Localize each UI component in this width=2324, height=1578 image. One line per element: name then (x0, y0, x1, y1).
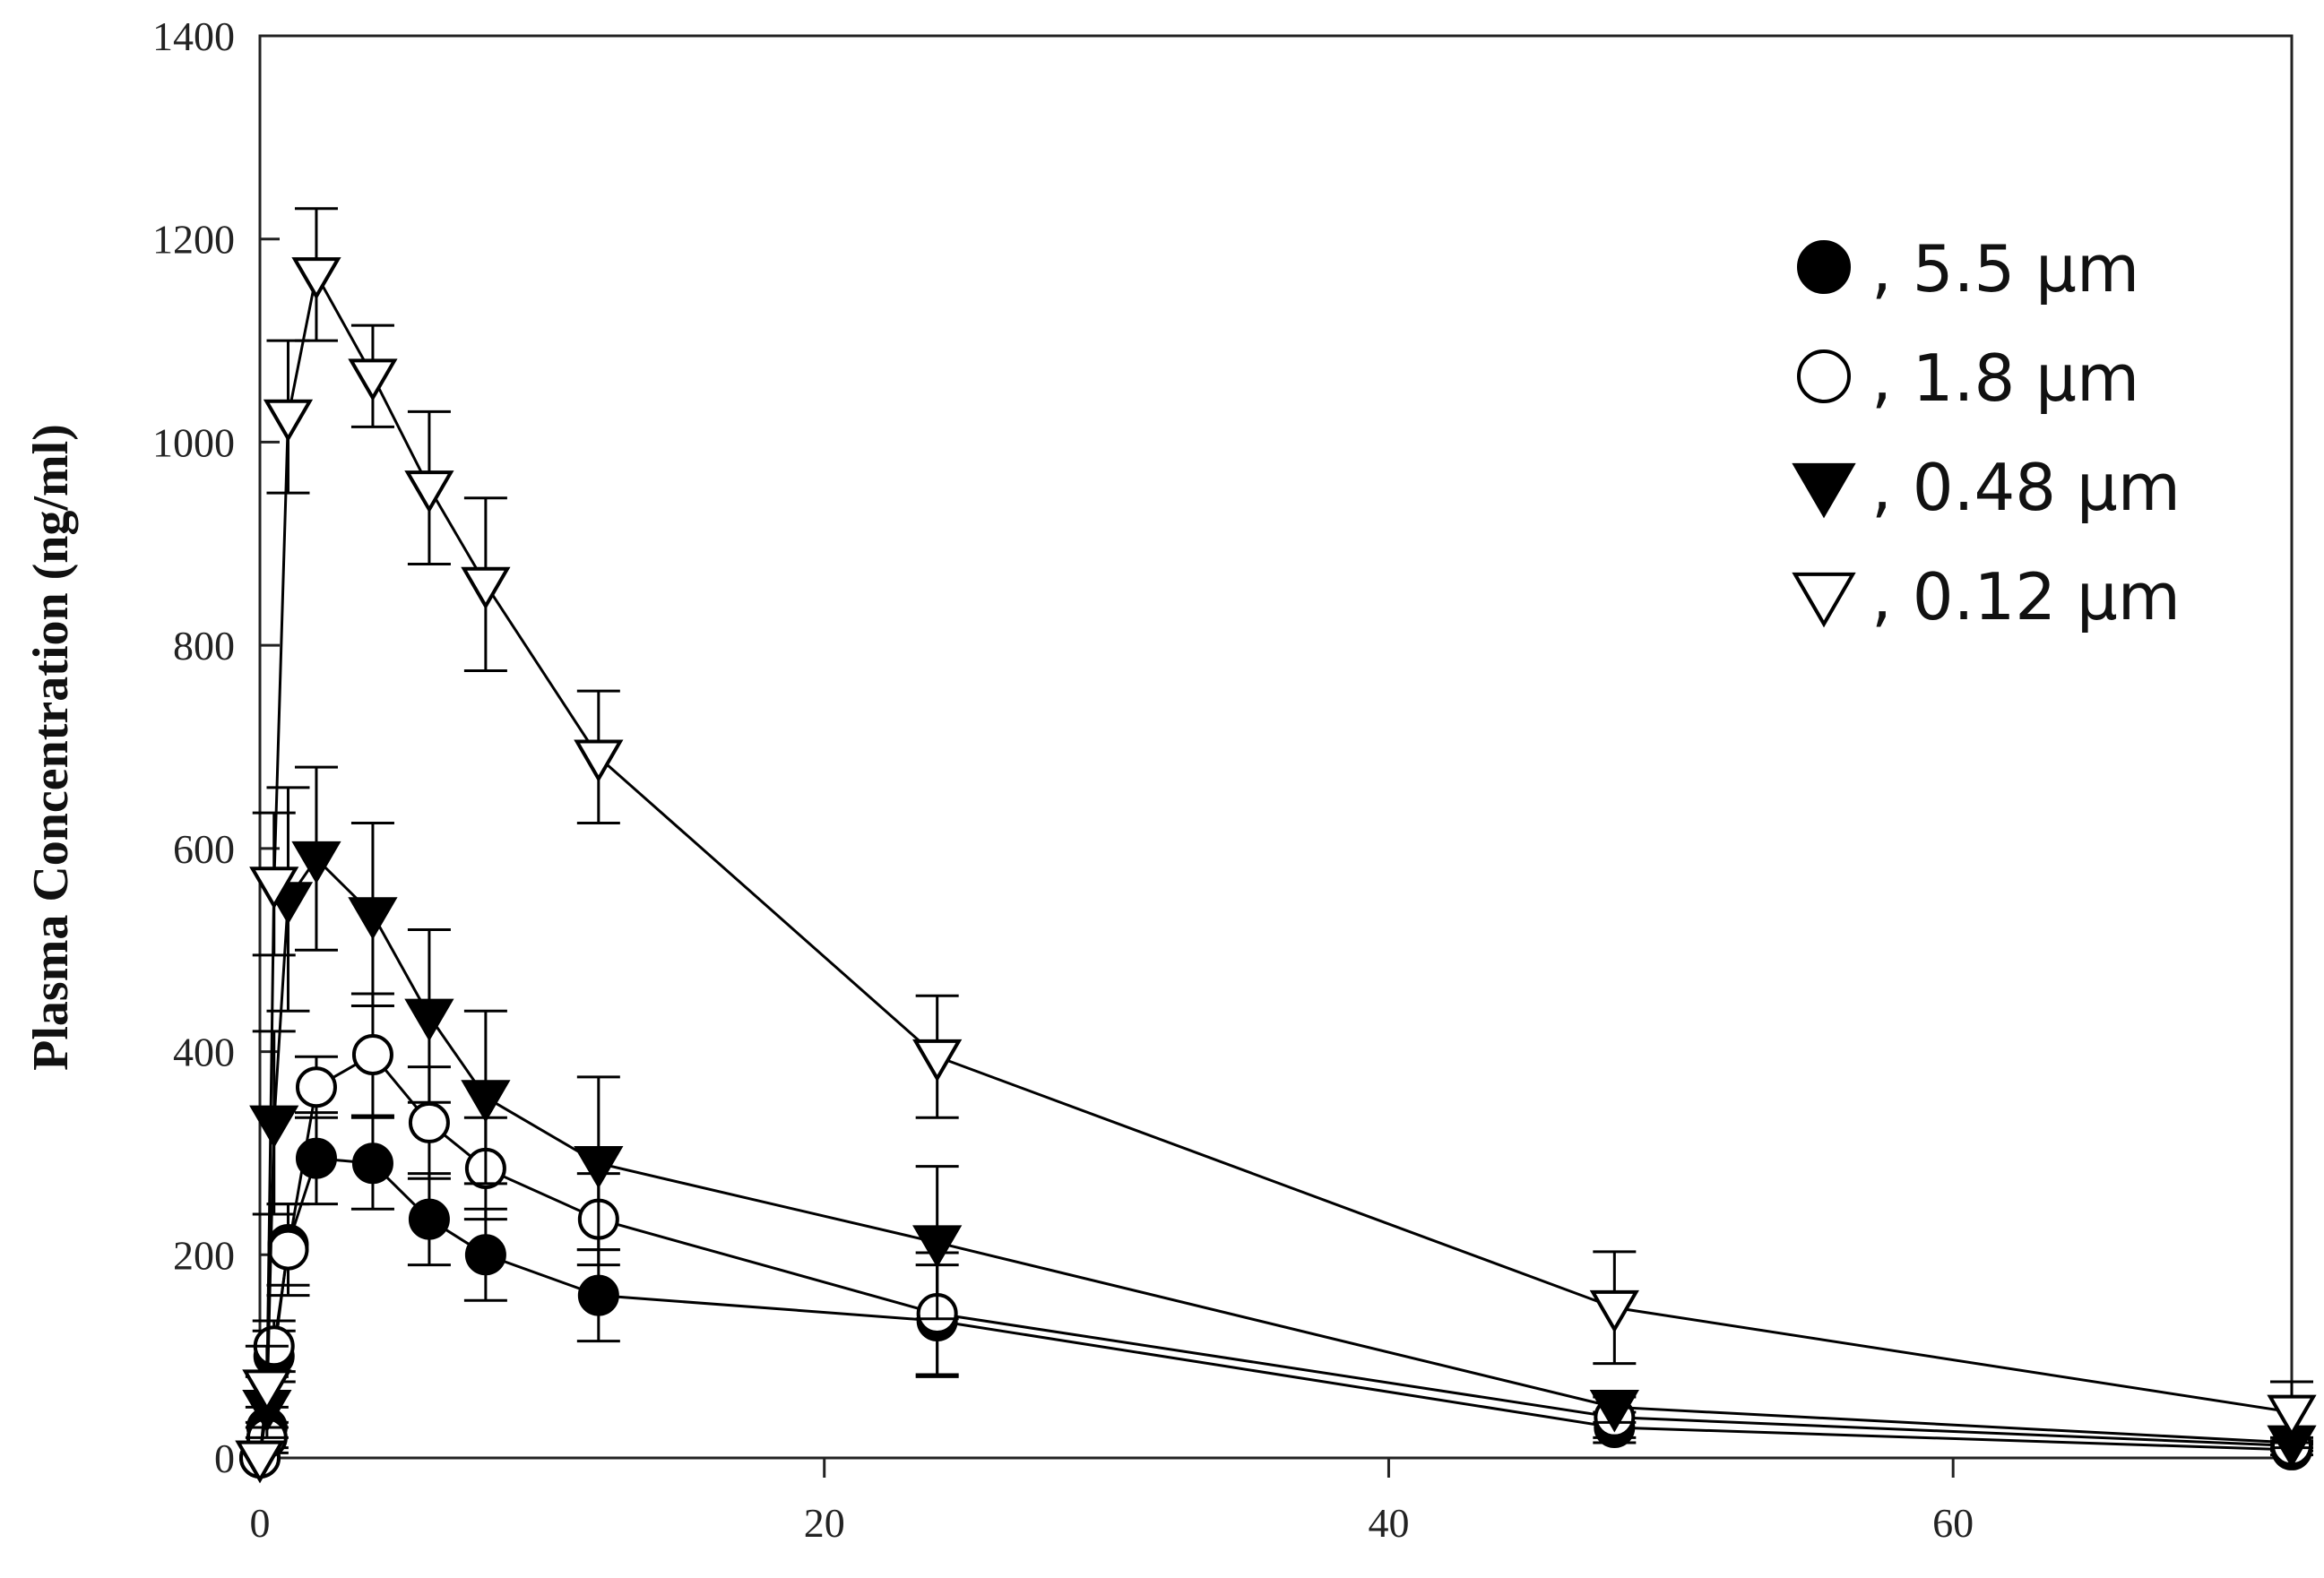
data-point (263, 399, 314, 443)
series-line (258, 1053, 2293, 1459)
data-point (249, 867, 299, 910)
data-point (267, 1229, 309, 1271)
data-point (408, 1101, 450, 1143)
legend-marker (1797, 240, 1851, 294)
y-axis: 0 200 400 600 800 1000 1200 1400 (152, 13, 280, 1481)
y-tick-label: 0 (214, 1436, 235, 1481)
data-point (291, 841, 341, 884)
series-line (258, 271, 2293, 1459)
series-circle-open (239, 992, 2313, 1479)
data-point (351, 1033, 393, 1075)
data-point (404, 470, 454, 513)
legend-marker (1797, 349, 1851, 403)
data-point (912, 1225, 963, 1268)
legend-label: , 0.12 μm (1871, 559, 2181, 634)
y-tick-label: 400 (173, 1030, 235, 1075)
legend-label: , 5.5 μm (1871, 231, 2139, 306)
x-axis: 0 20 40 60 (250, 1458, 1974, 1546)
data-point (249, 1105, 299, 1149)
legend-marker (1792, 462, 1856, 519)
y-tick-label: 200 (173, 1232, 235, 1278)
data-point (404, 998, 454, 1042)
data-point (464, 1234, 506, 1276)
data-point (2267, 1394, 2317, 1438)
y-tick-label: 1200 (152, 217, 235, 263)
data-point (235, 1440, 285, 1484)
data-point (461, 1080, 511, 1123)
data-point (574, 1145, 624, 1189)
data-point (348, 897, 398, 940)
series-triangle-down-open (235, 207, 2317, 1484)
legend-marker (1792, 572, 1856, 628)
data-point (408, 1198, 450, 1240)
data-point (1589, 1389, 1639, 1433)
x-tick-label: 0 (250, 1500, 271, 1546)
data-point (461, 566, 511, 610)
series-circle-filled (239, 1111, 2313, 1479)
legend-label: , 1.8 μm (1871, 341, 2139, 416)
data-point (242, 1369, 292, 1412)
data-point (577, 1274, 619, 1316)
legend: , 5.5 μm , 1.8 μm , 0.48 μm , 0.12 μm (1792, 231, 2181, 634)
series-layer (235, 207, 2317, 1484)
data-point (295, 1066, 337, 1108)
data-point (291, 257, 341, 300)
series-line (258, 856, 2293, 1459)
x-tick-label: 60 (1932, 1500, 1974, 1546)
y-tick-label: 1400 (152, 13, 235, 59)
data-point (351, 1143, 393, 1185)
data-point (348, 358, 398, 401)
legend-label: , 0.48 μm (1871, 450, 2181, 525)
plot-frame (258, 34, 2294, 1460)
y-tick-label: 600 (173, 826, 235, 872)
data-point (1589, 1289, 1639, 1333)
y-tick-label: 1000 (152, 419, 235, 465)
x-tick-label: 40 (1368, 1500, 1409, 1546)
data-point (912, 1039, 963, 1082)
data-point (574, 739, 624, 783)
x-tick-label: 20 (804, 1500, 845, 1546)
y-axis-label: Plasma Concentration (ng/ml) (23, 424, 79, 1071)
y-tick-label: 800 (173, 623, 235, 668)
